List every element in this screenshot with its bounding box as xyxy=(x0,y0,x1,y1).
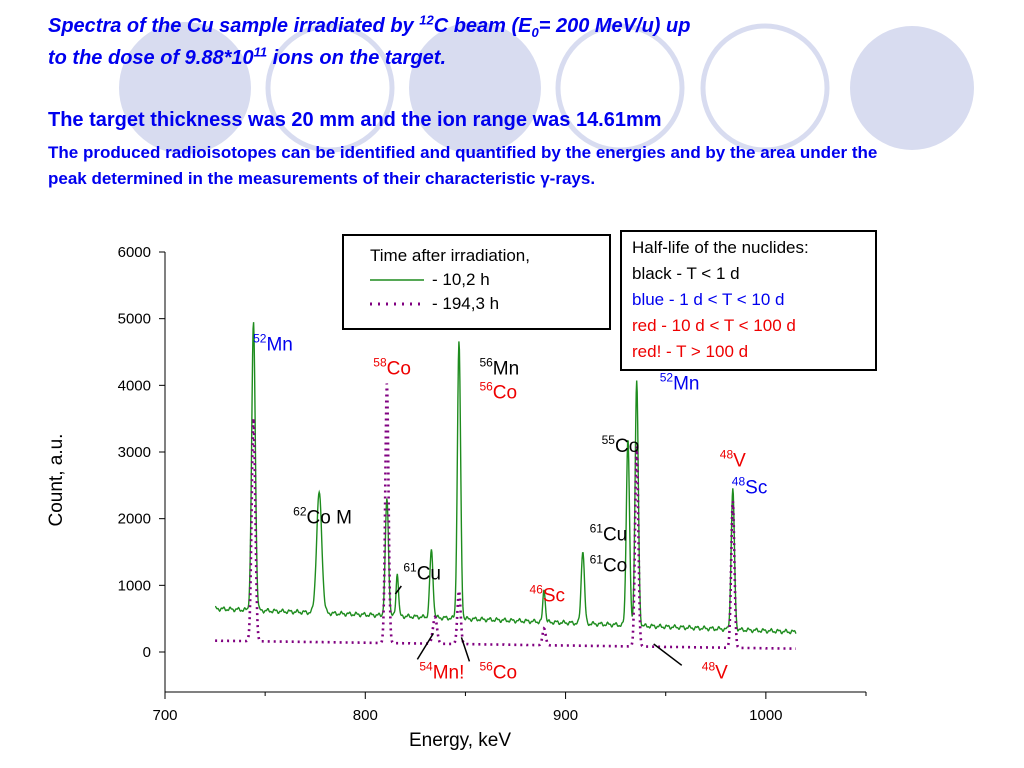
decor-circle xyxy=(409,22,541,154)
y-axis-label: Count, a.u. xyxy=(46,434,67,527)
halflife-red: red - 10 d < T < 100 d xyxy=(632,316,796,335)
annotation-pointer xyxy=(653,643,683,666)
x-axis-label: Energy, keV xyxy=(409,730,511,751)
peak-label-mn56: 56Mn xyxy=(479,356,519,380)
halflife-legend: Half-life of the nuclides: black - T < 1… xyxy=(620,230,877,371)
peak-label-co61: 61Co xyxy=(590,552,628,576)
chart-axes: 0 1000 2000 3000 4000 5000 6000 700 800 900 1000 xyxy=(118,244,867,724)
peak-label-cu61b: 61Cu xyxy=(590,522,628,546)
legend-series-1: - 10,2 h xyxy=(432,270,490,289)
y-tick-label: 4000 xyxy=(118,377,151,394)
legend-title: Time after irradiation, xyxy=(370,246,530,265)
legend-series-2: - 194,3 h xyxy=(432,294,500,313)
peak-label-co62: 62Co M xyxy=(293,504,352,528)
peak-label-co55: 55Co xyxy=(602,433,640,457)
subheading: The target thickness was 20 mm and the i… xyxy=(48,109,662,131)
title-line-2: to the dose of 9.88*1011 ions on the tar… xyxy=(48,44,447,69)
x-tick-label: 700 xyxy=(152,707,177,724)
chart-series xyxy=(214,322,797,651)
peak-label-co56a: 56Co xyxy=(479,380,517,404)
annotation-pointer xyxy=(460,637,471,662)
y-tick-label: 3000 xyxy=(118,444,151,461)
peak-label-mn52a: 52Mn xyxy=(253,332,293,356)
x-tick-label: 900 xyxy=(553,707,578,724)
peak-label-cu61a: 61Cu xyxy=(403,560,441,584)
series-line-1 xyxy=(214,322,797,635)
decor-circle xyxy=(850,26,974,150)
peak-label-v48b: 48V xyxy=(702,660,728,684)
peak-label-co58: 58Co xyxy=(373,356,411,380)
decor-ring xyxy=(555,23,685,153)
y-tick-label: 2000 xyxy=(118,511,151,528)
decor-ring xyxy=(700,23,830,153)
title-line-1: Spectra of the Cu sample irradiated by 1… xyxy=(48,12,691,40)
peak-label-co56b: 56Co xyxy=(479,660,517,684)
annotation-pointer xyxy=(416,632,435,660)
y-tick-label: 6000 xyxy=(118,244,151,261)
peak-label-v48a: 48V xyxy=(720,448,746,472)
y-tick-label: 5000 xyxy=(118,311,151,328)
x-tick-label: 800 xyxy=(353,707,378,724)
halflife-red-bang: red! - T > 100 d xyxy=(632,342,749,361)
x-tick-label: 1000 xyxy=(749,707,782,724)
halflife-title: Half-life of the nuclides: xyxy=(632,238,809,257)
decor-ring xyxy=(265,23,395,153)
description: The produced radioisotopes can be identi… xyxy=(48,143,878,188)
peak-label-sc48: 48Sc xyxy=(732,474,768,498)
chart-legend: Time after irradiation, - 10,2 h - 194,3… xyxy=(342,234,611,330)
peak-label-mn52b: 52Mn xyxy=(660,370,700,394)
y-tick-label: 1000 xyxy=(118,577,151,594)
annotation-pointer xyxy=(394,585,402,595)
halflife-black: black - T < 1 d xyxy=(632,264,740,283)
y-tick-label: 0 xyxy=(143,644,151,661)
peak-label-sc46: 46Sc xyxy=(530,582,566,606)
legend-swatches xyxy=(370,279,424,306)
halflife-blue: blue - 1 d < T < 10 d xyxy=(632,290,785,309)
decor-circle xyxy=(119,22,251,154)
peak-label-mn54: 54Mn! xyxy=(419,660,464,684)
